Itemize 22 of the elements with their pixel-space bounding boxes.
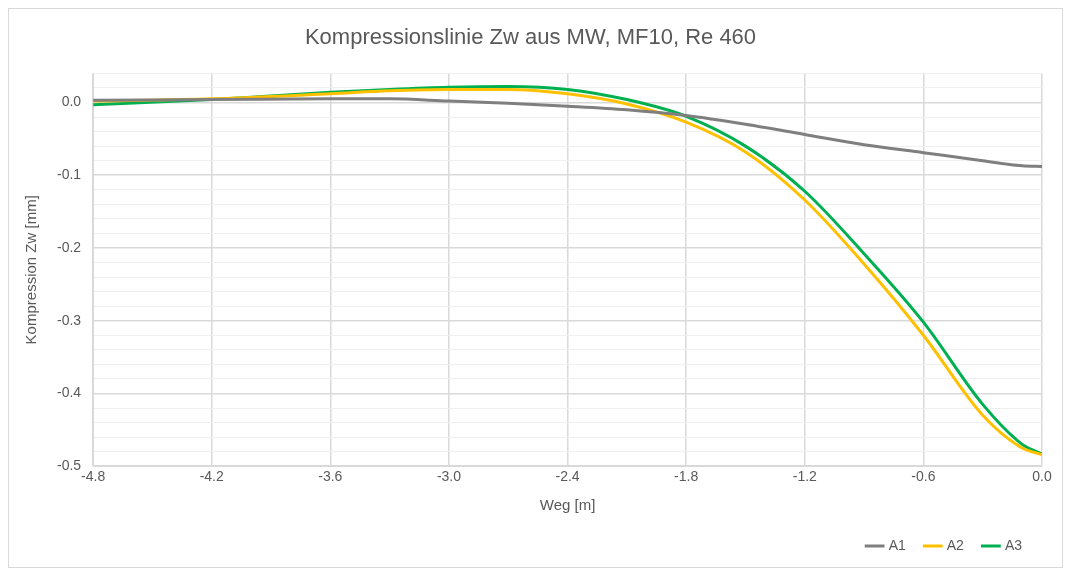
x-tick-label: -1.2 bbox=[792, 468, 818, 485]
legend-label: A3 bbox=[1004, 536, 1023, 553]
legend-label: A1 bbox=[888, 536, 906, 553]
x-tick-label: -3.6 bbox=[318, 468, 343, 485]
x-tick-label: -0.6 bbox=[911, 468, 936, 485]
legend-label: A2 bbox=[946, 536, 965, 553]
y-tick-label: -0.3 bbox=[57, 311, 82, 328]
chart-title: Kompressionslinie Zw aus MW, MF10, Re 460 bbox=[304, 24, 757, 50]
y-tick-label: -0.5 bbox=[57, 457, 82, 474]
x-tick-label: -4.8 bbox=[81, 468, 106, 485]
line-series bbox=[93, 97, 1042, 169]
x-tick-label: -3.0 bbox=[436, 468, 462, 485]
x-tick-label: -2.4 bbox=[555, 468, 580, 485]
x-axis-title: Weg [m] bbox=[539, 496, 596, 514]
y-axis-title: Kompression Zw [mm] bbox=[22, 195, 40, 345]
y-tick-label: 0.0 bbox=[61, 93, 82, 110]
y-tick-label: -0.2 bbox=[57, 238, 82, 255]
y-tick-label: -0.4 bbox=[57, 384, 82, 401]
x-tick-label: 0.0 bbox=[1032, 468, 1052, 485]
y-tick-label: -0.1 bbox=[57, 166, 82, 183]
x-tick-label: -4.2 bbox=[199, 468, 225, 485]
x-tick-label: -1.8 bbox=[674, 468, 699, 485]
